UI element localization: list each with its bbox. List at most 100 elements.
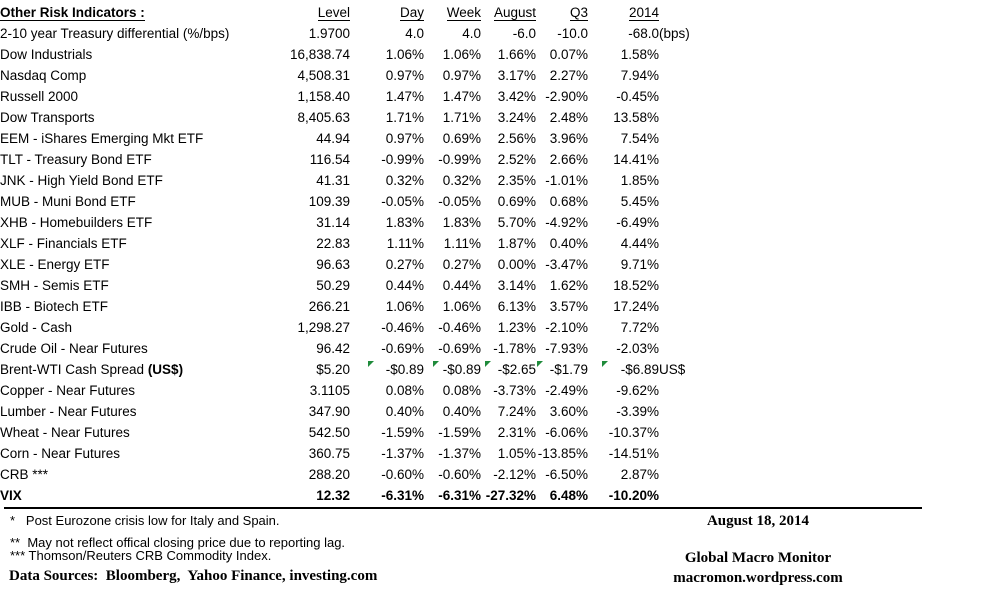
cell-value: -10.37% [608,425,659,440]
cell-day: -6.31% [350,485,424,506]
row-label-bold-part: (US$) [147,362,184,377]
row-suffix [659,149,760,170]
cell-value: -2.49% [545,383,588,398]
cell-week: -0.69% [424,338,481,359]
row-suffix [659,254,760,275]
cell-value: -68.0 [628,26,659,41]
row-suffix [659,464,760,485]
comment-flag-icon [368,361,374,367]
table-row: Wheat - Near Futures 542.50 -1.59% -1.59% 2.… [0,422,760,443]
cell-value: -6.31% [438,488,481,503]
cell-level: 1,298.27 [280,317,350,338]
cell-august: 0.69% [481,191,536,212]
row-label: VIX [0,485,280,506]
cell-day: -0.46% [350,317,424,338]
cell-y2014: -6.49% [588,212,659,233]
cell-value: 3.17% [497,68,536,83]
cell-level: 347.90 [280,401,350,422]
cell-value: 2.35% [497,173,536,188]
cell-q3: 0.07% [536,44,588,65]
cell-y2014: 18.52% [588,275,659,296]
row-suffix [659,401,760,422]
row-label-text: JNK - High Yield Bond ETF [0,173,163,188]
cell-value: 1.11% [386,236,424,251]
row-suffix [659,485,760,506]
cell-value: 2.27% [549,68,588,83]
row-label-text: Brent-WTI Cash Spread [0,362,148,377]
row-suffix [659,170,760,191]
cell-y2014: 5.45% [588,191,659,212]
cell-level: 50.29 [280,275,350,296]
cell-value: 0.69% [442,131,481,146]
row-label-text: XHB - Homebuilders ETF [0,215,153,230]
row-label: MUB - Muni Bond ETF [0,191,280,212]
cell-august: -1.78% [481,338,536,359]
cell-value: 5.70% [497,215,536,230]
row-suffix [659,65,760,86]
row-suffix [659,443,760,464]
table-row: SMH - Semis ETF 50.29 0.44% 0.44% 3.14% 1.62%… [0,275,760,296]
cell-day: 1.47% [350,86,424,107]
row-label: Wheat - Near Futures [0,422,280,443]
cell-q3: 2.27% [536,65,588,86]
row-label-text: Wheat - Near Futures [0,425,130,440]
report-date: August 18, 2014 [706,513,810,529]
cell-value: 1.47% [442,89,481,104]
cell-week: 1.06% [424,44,481,65]
cell-value: -0.05% [438,194,481,209]
cell-value: -0.99% [438,152,481,167]
row-label-text: SMH - Semis ETF [0,278,109,293]
cell-august: 1.23% [481,317,536,338]
cell-value: 3.96% [549,131,588,146]
row-label: TLT - Treasury Bond ETF [0,149,280,170]
row-suffix [659,380,760,401]
table-row: Gold - Cash 1,298.27 -0.46% -0.46% 1.23% -2.1… [0,317,760,338]
cell-value: -6.31% [381,488,424,503]
row-label-text: CRB *** [0,467,49,482]
cell-q3: 6.48% [536,485,588,506]
cell-week: 0.69% [424,128,481,149]
cell-level: $5.20 [280,359,350,380]
cell-q3: -10.0 [536,23,588,44]
cell-y2014: -$6.89 [588,359,659,380]
cell-day: 0.27% [350,254,424,275]
cell-value: 116.54 [309,152,350,167]
cell-value: 41.31 [316,173,350,188]
cell-q3: -1.01% [536,170,588,191]
row-suffix: US$ [659,359,760,380]
table-row: Dow Industrials 16,838.74 1.06% 1.06% 1.66% 0… [0,44,760,65]
cell-value: 0.97% [385,131,424,146]
cell-value: 1.06% [442,299,481,314]
cell-day: -1.37% [350,443,424,464]
cell-value: 1.11% [443,236,481,251]
comment-flag-icon [485,361,491,367]
cell-value: 0.08% [442,383,481,398]
cell-level: 542.50 [280,422,350,443]
cell-q3: 2.66% [536,149,588,170]
cell-value: 13.58% [613,110,659,125]
cell-week: -1.37% [424,443,481,464]
cell-august: 7.24% [481,401,536,422]
cell-level: 1,158.40 [280,86,350,107]
branding-block: August 18, 2014 Global Macro Monitor mac… [648,513,868,593]
cell-q3: 3.96% [536,128,588,149]
cell-value: 1.71% [385,110,424,125]
row-suffix [659,233,760,254]
row-label-text: TLT - Treasury Bond ETF [0,152,152,167]
table-row: Dow Transports 8,405.63 1.71% 1.71% 3.24% 2.4… [0,107,760,128]
row-suffix [659,128,760,149]
cell-value: -3.73% [493,383,536,398]
cell-day: -0.99% [350,149,424,170]
cell-value: 0.32% [385,173,424,188]
cell-day: 1.83% [350,212,424,233]
cell-value: 2.52% [497,152,536,167]
cell-y2014: 1.58% [588,44,659,65]
row-label: Dow Industrials [0,44,280,65]
cell-value: -6.49% [616,215,659,230]
cell-value: -$0.89 [385,362,424,377]
cell-value: -1.01% [545,173,588,188]
cell-week: 1.83% [424,212,481,233]
cell-value: -1.59% [438,425,481,440]
table-row: VIX 12.32 -6.31% -6.31% -27.32% 6.48% -10.20% [0,485,760,506]
cell-value: 0.44% [385,278,424,293]
